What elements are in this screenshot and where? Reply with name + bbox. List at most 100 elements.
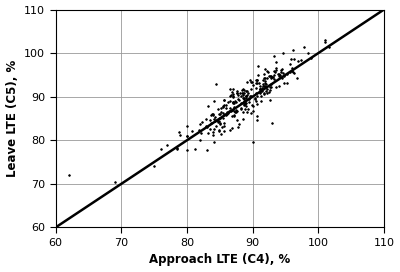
Point xyxy=(220,115,226,120)
Point xyxy=(249,140,256,145)
Point xyxy=(279,66,285,71)
Point xyxy=(224,111,231,115)
Point xyxy=(184,134,190,138)
Point xyxy=(287,62,293,66)
Point xyxy=(215,119,222,124)
Point xyxy=(308,56,314,61)
Point xyxy=(199,120,205,125)
Point xyxy=(211,140,218,144)
Point xyxy=(211,126,217,131)
Point xyxy=(241,96,247,101)
Point xyxy=(211,117,218,122)
Point xyxy=(225,100,232,105)
Point xyxy=(266,74,272,78)
Point xyxy=(248,110,254,115)
Point xyxy=(249,80,256,84)
Point xyxy=(221,98,227,102)
Point xyxy=(262,67,269,71)
Point xyxy=(276,73,283,77)
Point xyxy=(235,97,241,101)
Point xyxy=(241,91,248,95)
Point xyxy=(203,125,210,129)
Point xyxy=(257,87,263,91)
Point xyxy=(218,106,224,110)
Point xyxy=(238,88,245,92)
Point xyxy=(253,81,259,85)
Point xyxy=(236,122,242,126)
Point xyxy=(232,99,238,103)
Point xyxy=(258,94,264,98)
Point xyxy=(248,80,254,84)
Point xyxy=(226,94,233,98)
Point xyxy=(216,121,223,125)
Point xyxy=(250,109,256,113)
Point xyxy=(229,108,236,112)
Point xyxy=(213,82,219,86)
Point xyxy=(271,72,278,77)
Point xyxy=(278,69,284,74)
Point xyxy=(212,119,218,123)
Point xyxy=(234,118,240,122)
Point xyxy=(247,78,253,82)
Point xyxy=(268,76,275,81)
Point xyxy=(238,106,244,111)
Point xyxy=(242,98,249,103)
Point xyxy=(197,138,203,143)
Point xyxy=(245,91,251,95)
Point xyxy=(281,74,287,78)
Point xyxy=(221,113,227,117)
Point xyxy=(236,91,243,95)
Point xyxy=(236,98,242,102)
Point xyxy=(261,92,268,96)
Point xyxy=(257,90,264,94)
Point xyxy=(230,93,236,98)
Point xyxy=(253,98,259,103)
Point xyxy=(271,54,278,58)
Point xyxy=(243,94,249,98)
Point xyxy=(221,98,228,102)
Point xyxy=(188,129,195,133)
Point xyxy=(240,117,246,121)
Point xyxy=(284,72,291,77)
Point xyxy=(243,88,249,93)
Point xyxy=(241,96,248,100)
Point xyxy=(268,85,274,89)
Point xyxy=(290,48,296,52)
Point xyxy=(223,113,230,117)
Point xyxy=(214,118,221,122)
Point xyxy=(278,68,284,72)
Point xyxy=(232,110,239,114)
Point xyxy=(287,57,294,61)
Point xyxy=(240,96,247,100)
Point xyxy=(257,87,263,91)
Point xyxy=(260,84,267,89)
Point xyxy=(234,91,240,95)
Point xyxy=(257,87,264,92)
Point xyxy=(217,116,224,120)
Point xyxy=(273,60,279,64)
Point xyxy=(262,81,268,85)
Point xyxy=(230,87,236,91)
Point xyxy=(206,117,213,122)
Point xyxy=(235,125,241,129)
Point xyxy=(259,82,266,86)
Point xyxy=(261,76,267,80)
Point xyxy=(270,74,276,79)
Point xyxy=(242,107,248,111)
Point xyxy=(233,100,239,104)
Point xyxy=(233,108,240,112)
Point xyxy=(263,82,270,86)
Point xyxy=(258,98,264,103)
Point xyxy=(322,38,328,42)
Point xyxy=(220,111,226,115)
Point xyxy=(269,75,275,79)
Point xyxy=(228,109,234,114)
Point xyxy=(245,99,252,104)
Point xyxy=(260,84,266,88)
X-axis label: Approach LTE (C4), %: Approach LTE (C4), % xyxy=(149,254,290,267)
Point xyxy=(263,85,269,89)
Point xyxy=(205,130,212,135)
Point xyxy=(228,90,235,94)
Point xyxy=(266,85,273,89)
Point xyxy=(262,75,268,80)
